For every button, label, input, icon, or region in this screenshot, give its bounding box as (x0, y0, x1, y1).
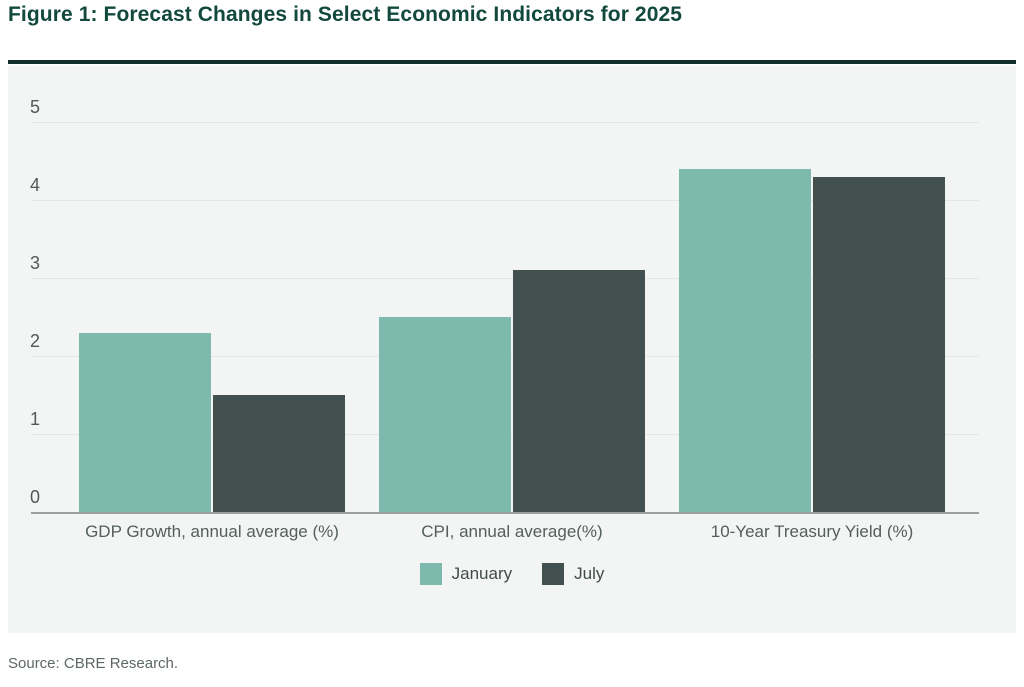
y-tick-label: 4 (30, 175, 41, 195)
legend-swatch-july (542, 563, 565, 585)
figure-title: Figure 1: Forecast Changes in Select Eco… (8, 3, 683, 26)
bar-july-3 (813, 177, 945, 512)
x-axis-baseline (31, 512, 979, 514)
legend-label: July (574, 564, 605, 583)
y-tick-label: 0 (30, 487, 41, 507)
legend-item-july: July (542, 563, 604, 585)
bar-january-3 (679, 169, 811, 512)
bar-july-1 (213, 395, 345, 512)
bar-july-2 (513, 270, 645, 512)
bar-january-1 (79, 333, 211, 512)
y-tick-label: 2 (30, 331, 41, 351)
gridline (31, 278, 979, 279)
gridline (31, 122, 979, 123)
category-label: 10-Year Treasury Yield (%) (710, 522, 914, 541)
y-tick-label: 3 (30, 253, 41, 273)
category-label: CPI, annual average(%) (421, 522, 603, 541)
bar-january-2 (379, 317, 511, 512)
y-tick-label: 5 (30, 97, 41, 117)
y-tick-label: 1 (30, 409, 41, 429)
title-divider (8, 60, 1016, 64)
category-label: GDP Growth, annual average (%) (85, 522, 339, 541)
legend-item-january: January (419, 563, 513, 585)
legend-swatch-january (419, 563, 442, 585)
source-note: Source: CBRE Research. (8, 655, 179, 672)
legend-label: January (451, 564, 513, 583)
chart-legend: January July (0, 563, 1024, 585)
gridline (31, 200, 979, 201)
